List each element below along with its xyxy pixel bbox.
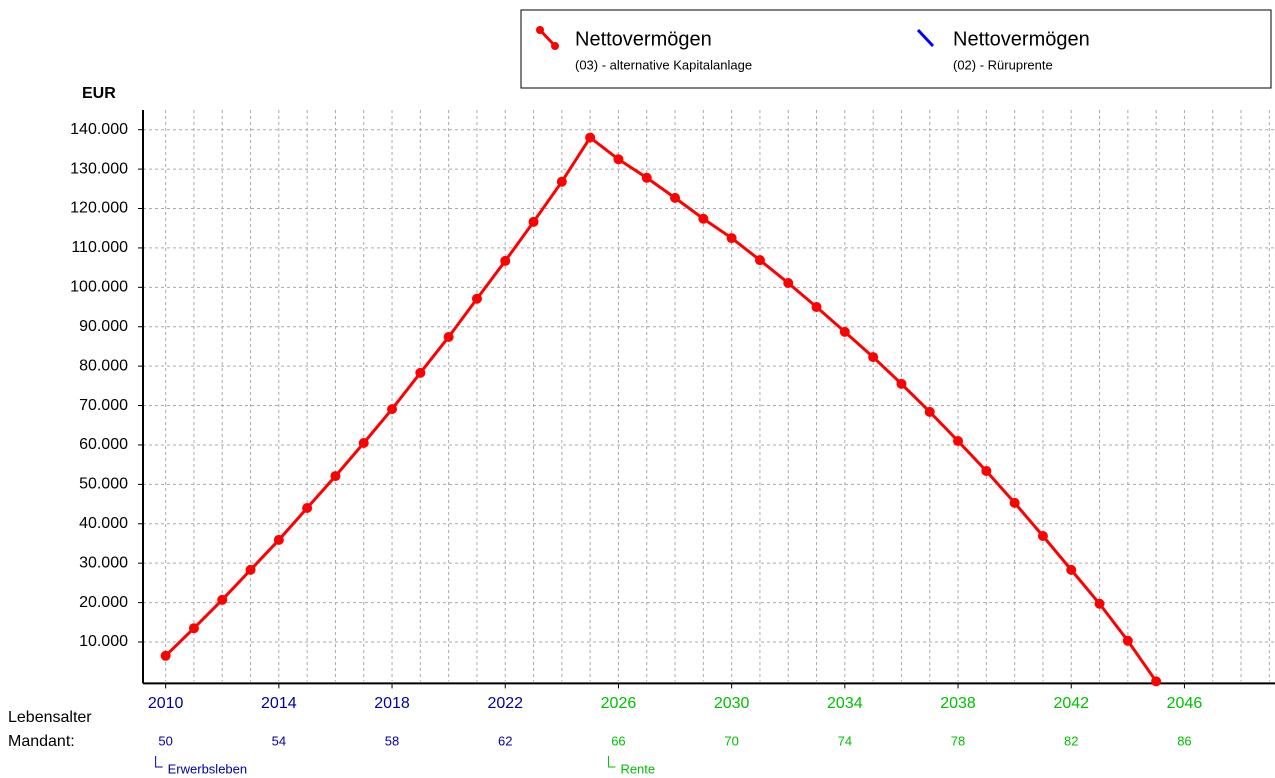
marker <box>556 176 567 187</box>
legend-label: Nettovermögen <box>575 28 712 50</box>
age-label: 66 <box>611 733 625 748</box>
legend-marker <box>536 26 544 34</box>
marker <box>415 367 426 378</box>
y-axis-label: EUR <box>82 85 116 102</box>
y-tick-label: 140.000 <box>70 121 128 138</box>
marker <box>839 326 850 337</box>
age-label: 74 <box>838 733 852 748</box>
marker <box>641 172 652 183</box>
marker <box>273 534 284 545</box>
marker <box>896 378 907 389</box>
y-tick-label: 10.000 <box>79 633 128 650</box>
marker <box>585 132 596 143</box>
legend-description: (02) - Rüruprente <box>953 57 1053 72</box>
age-title: Lebensalter <box>8 709 92 726</box>
x-tick-label: 2026 <box>601 695 637 712</box>
phase-label: Erwerbsleben <box>168 761 248 776</box>
marker <box>953 436 964 447</box>
legend-box <box>520 9 1272 89</box>
age-label: 58 <box>385 733 399 748</box>
y-tick-label: 40.000 <box>79 515 128 532</box>
phase-bracket <box>607 756 616 768</box>
x-tick-label: 2030 <box>714 695 750 712</box>
y-tick-label: 70.000 <box>79 397 128 414</box>
marker <box>330 471 341 482</box>
marker <box>188 623 199 634</box>
marker <box>528 216 539 227</box>
x-tick-label: 2046 <box>1167 695 1203 712</box>
y-tick-label: 50.000 <box>79 476 128 493</box>
marker <box>1094 598 1105 609</box>
y-tick-label: 90.000 <box>79 318 128 335</box>
age-label: 62 <box>498 733 512 748</box>
legend-description: (03) - alternative Kapitalanlage <box>575 57 752 72</box>
marker <box>302 503 313 514</box>
marker <box>783 277 794 288</box>
legend-marker <box>551 42 559 50</box>
age-title: Mandant: <box>8 733 75 750</box>
marker <box>613 154 624 165</box>
marker <box>443 331 454 342</box>
y-tick-label: 60.000 <box>79 436 128 453</box>
marker <box>500 255 511 266</box>
marker <box>1009 497 1020 508</box>
marker <box>1066 564 1077 575</box>
marker <box>868 352 879 363</box>
marker <box>1122 635 1133 646</box>
marker <box>387 404 398 415</box>
y-tick-label: 130.000 <box>70 160 128 177</box>
marker <box>1037 530 1048 541</box>
marker <box>471 293 482 304</box>
marker <box>1151 676 1162 687</box>
marker <box>160 650 171 661</box>
x-tick-label: 2034 <box>827 695 863 712</box>
x-tick-label: 2010 <box>148 695 184 712</box>
marker <box>754 255 765 266</box>
y-tick-label: 120.000 <box>70 200 128 217</box>
marker <box>981 465 992 476</box>
age-label: 54 <box>272 733 286 748</box>
age-label: 86 <box>1177 733 1191 748</box>
marker <box>670 192 681 203</box>
age-label: 50 <box>158 733 172 748</box>
marker <box>217 594 228 605</box>
y-tick-label: 100.000 <box>70 279 128 296</box>
y-tick-label: 20.000 <box>79 594 128 611</box>
x-tick-label: 2022 <box>487 695 523 712</box>
age-label: 78 <box>951 733 965 748</box>
y-tick-label: 110.000 <box>71 239 128 256</box>
marker <box>726 233 737 244</box>
x-tick-label: 2014 <box>261 695 297 712</box>
y-tick-label: 30.000 <box>79 554 128 571</box>
line <box>164 135 1158 683</box>
phase-label: Rente <box>620 761 655 776</box>
legend-label: Nettovermögen <box>953 28 1090 50</box>
age-label: 82 <box>1064 733 1078 748</box>
marker <box>245 564 256 575</box>
marker <box>811 302 822 313</box>
y-tick-label: 80.000 <box>79 357 128 374</box>
marker <box>924 406 935 417</box>
x-tick-label: 2042 <box>1053 695 1089 712</box>
x-tick-label: 2038 <box>940 695 976 712</box>
phase-bracket <box>155 756 163 768</box>
marker <box>698 213 709 224</box>
marker <box>358 437 369 448</box>
legend-swatch <box>916 28 935 48</box>
x-tick-label: 2018 <box>374 695 410 712</box>
age-label: 70 <box>724 733 738 748</box>
